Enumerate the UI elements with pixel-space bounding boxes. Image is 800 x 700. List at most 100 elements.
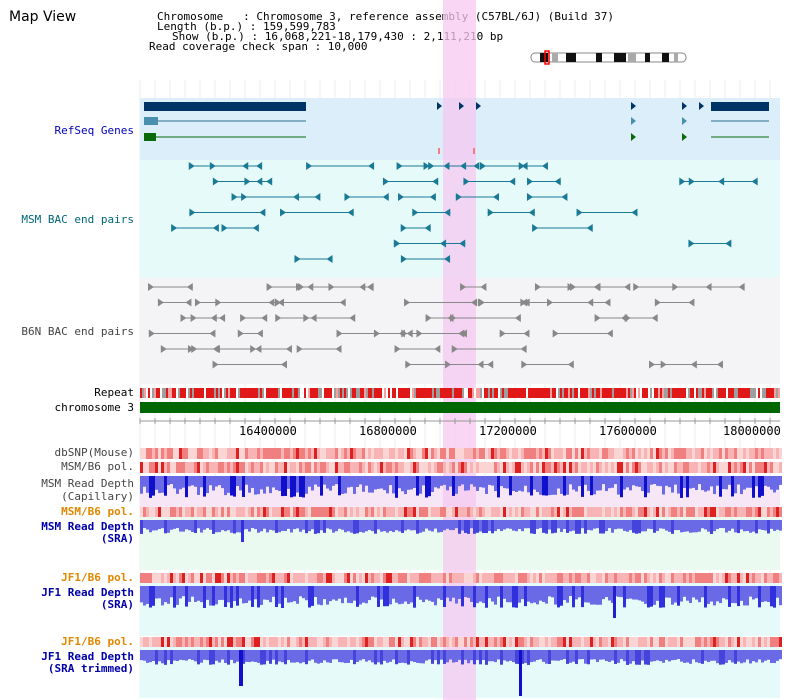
msm-b6-pol-heat-cell	[611, 462, 614, 473]
dbsnp-heat-cell	[737, 448, 740, 459]
msm-depth-capillary-bar	[656, 476, 659, 486]
msm-depth-capillary-bar	[299, 476, 302, 497]
jf1-b6-pol-heat-cell	[635, 637, 638, 647]
jf1-b6-pol-heat-cell	[206, 637, 209, 647]
repeat-segment	[640, 388, 642, 398]
repeat-segment	[240, 388, 242, 398]
repeat-segment	[750, 388, 752, 398]
repeat-segment	[588, 388, 590, 398]
msm-bac-pair-end	[398, 193, 405, 201]
jf1-depth-trimmed-bar	[188, 650, 191, 660]
ideogram-band	[596, 53, 602, 62]
jf1-b6-pol-heat-cell	[302, 573, 305, 583]
msm-depth-sra-bar	[608, 520, 611, 529]
jf1-depth-sra-bar	[371, 586, 374, 597]
jf1-b6-pol-heat-cell	[758, 573, 761, 583]
jf1-depth-trimmed-bar	[770, 650, 773, 664]
jf1-b6-pol-heat-cell	[263, 637, 266, 647]
jf1-depth-trimmed-bar	[479, 650, 482, 665]
repeat-segment	[234, 388, 236, 398]
b6n-bac-pair-end	[460, 283, 467, 291]
jf1-depth-trimmed-bar	[215, 650, 218, 661]
jf1-depth-trimmed-bar	[290, 650, 293, 663]
jf1-b6-pol-heat-cell	[371, 637, 374, 647]
msm-depth-sra-bar	[662, 520, 665, 529]
dbsnp-heat-cell	[518, 448, 521, 459]
jf1-b6-pol-heat-cell	[239, 573, 242, 583]
jf1-b6-pol-heat-cell	[443, 573, 446, 583]
repeat-segment	[300, 388, 302, 398]
jf1-depth-trimmed-bar	[521, 650, 524, 664]
msm-b6-pol-heat-cell	[188, 462, 191, 473]
msm-b6-pol-heat-cell	[380, 507, 383, 517]
msm-b6-pol-heat-cell	[758, 462, 761, 473]
jf1-depth-trimmed-bar	[566, 650, 569, 664]
dbsnp-heat-cell	[698, 448, 701, 459]
chromosome-info: Chromosome : Chromosome 3, reference ass…	[157, 10, 614, 23]
jf1-depth-sra-bar	[389, 586, 392, 605]
jf1-b6-pol-heat-cell	[419, 573, 422, 583]
msm-b6-pol-heat-cell	[338, 507, 341, 517]
jf1-b6-pol-heat-cell	[545, 637, 548, 647]
jf1-depth-sra-bar	[344, 586, 347, 598]
jf1-b6-pol-heat-cell	[380, 637, 383, 647]
dbsnp-heat-cell	[452, 448, 455, 459]
msm-b6-pol-heat-cell	[671, 462, 674, 473]
msm-b6-pol-heat-cell	[167, 507, 170, 517]
dbsnp-heat-cell	[701, 448, 704, 459]
dbsnp-heat-cell	[605, 448, 608, 459]
repeat-segment	[508, 388, 510, 398]
msm-b6-pol-heat-cell	[494, 507, 497, 517]
jf1-b6-pol-heat-cell	[530, 573, 533, 583]
dbsnp-heat-cell	[242, 448, 245, 459]
msm-depth-sra-bar	[194, 520, 197, 534]
dbsnp-heat-cell	[755, 448, 758, 459]
msm-bac-pair-end	[256, 177, 263, 186]
msm-b6-pol-heat-cell	[731, 462, 734, 473]
jf1-b6-pol-heat-cell	[260, 573, 263, 583]
msm-depth-sra-bar	[755, 520, 758, 534]
msm-b6-pol-heat-cell	[506, 462, 509, 473]
dbsnp-heat-cell	[449, 448, 452, 459]
jf1-depth-trimmed-bar	[581, 650, 584, 660]
jf1-depth-sra-bar	[635, 586, 638, 600]
jf1-b6-pol-heat-cell	[458, 637, 461, 647]
jf1-b6-pol-heat-cell	[497, 573, 500, 583]
repeat-segment	[382, 388, 384, 398]
dbsnp-heat-cell	[374, 448, 377, 459]
repeat-segment	[634, 388, 636, 398]
repeat-segment	[278, 388, 280, 398]
msm-b6-pol-heat-cell	[164, 462, 167, 473]
dbsnp-heat-cell	[467, 448, 470, 459]
jf1-pol-label-2: JF1/B6 pol.	[61, 635, 134, 648]
msm-b6-pol-heat-cell	[458, 462, 461, 473]
dbsnp-heat-cell	[773, 448, 776, 459]
jf1-b6-pol-heat-cell	[725, 573, 728, 583]
jf1-b6-pol-heat-cell	[425, 573, 428, 583]
repeat-segment	[506, 388, 508, 398]
jf1-b6-pol-heat-cell	[146, 637, 149, 647]
msm-depth-capillary-bar	[185, 476, 188, 498]
msm-b6-pol-heat-cell	[332, 507, 335, 517]
msm-b6-pol-heat-cell	[578, 507, 581, 517]
jf1-depth-sra-bar	[653, 586, 656, 605]
dbsnp-heat-cell	[464, 448, 467, 459]
repeat-segment	[744, 388, 746, 398]
repeat-segment	[586, 388, 588, 398]
jf1-b6-pol-heat-cell	[317, 637, 320, 647]
repeat-segment	[638, 388, 640, 398]
jf1-depth-trimmed-bar	[347, 650, 350, 663]
jf1-depth-trimmed-bar	[749, 650, 752, 664]
jf1-b6-pol-heat-cell	[653, 637, 656, 647]
msm-depth-capillary-bar	[572, 476, 575, 490]
msm-bac-pair-end	[444, 208, 451, 217]
msm-b6-pol-heat-cell	[335, 507, 338, 517]
jf1-depth-sra-bar	[251, 586, 254, 607]
dbsnp-heat-cell	[749, 448, 752, 459]
msm-depth-sra-bar	[401, 520, 404, 533]
repeat-segment	[446, 388, 448, 398]
repeat-segment	[330, 388, 332, 398]
b6n-bac-pair-end	[212, 360, 219, 369]
msm-b6-pol-heat-cell	[566, 507, 569, 517]
